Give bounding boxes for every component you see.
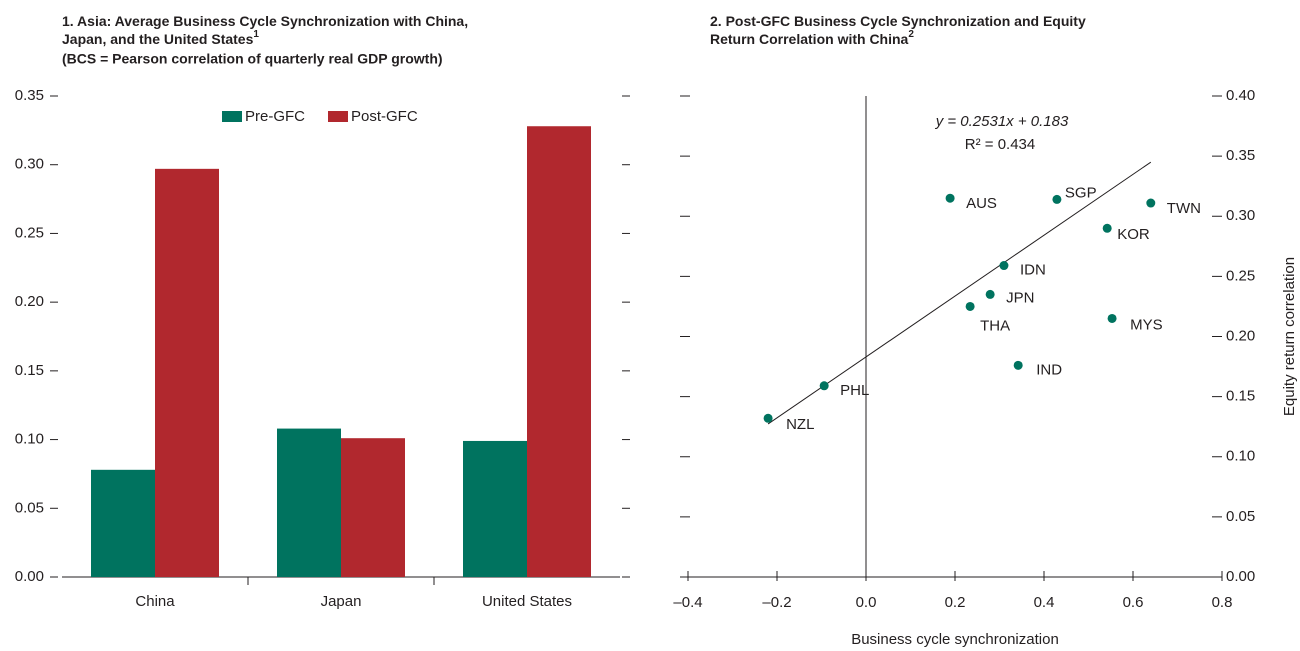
chart-title-line: 2. Post-GFC Business Cycle Synchronizati… [710,13,1086,29]
point [945,193,955,203]
bar [277,428,341,577]
bar [341,438,405,577]
point-label: NZL [786,416,814,433]
x-tick-label: 0.2 [945,594,966,611]
point [763,413,773,423]
y-tick-label: 0.00 [15,568,44,585]
point-label: AUS [966,195,997,212]
y-tick-label: 0.35 [1226,147,1255,164]
x-tick-label: 0.4 [1034,594,1055,611]
y-tick-label: 0.20 [15,293,44,310]
point-label: THA [980,317,1010,334]
point-label: IND [1036,361,1062,378]
fit-line [767,161,1152,425]
bar [463,440,527,577]
chart-title-line: Return Correlation with China [710,31,909,47]
y-tick-label: 0.35 [15,87,44,104]
x-tick-label: United States [482,593,572,610]
chart-title: 2. Post-GFC Business Cycle Synchronizati… [710,13,1086,29]
point [1146,198,1156,208]
legend-swatch [328,111,348,122]
y-tick-label: 0.30 [15,156,44,173]
chart-title: 1. Asia: Average Business Cycle Synchron… [62,13,468,29]
y-tick-label: 0.00 [1226,568,1255,585]
point-label: PHL [840,382,869,399]
y-tick-label: 0.05 [15,499,44,516]
point [985,289,995,299]
point-label: MYS [1130,316,1163,333]
y-tick-label: 0.05 [1226,508,1255,525]
y-tick-label: 0.40 [1226,87,1255,104]
chart-title: Japan, and the United States1 [62,29,259,47]
y-tick-label: 0.30 [1226,207,1255,224]
chart-title-line: Japan, and the United States [62,31,254,47]
x-tick-label: –0.2 [762,594,791,611]
x-tick-label: 0.8 [1212,594,1233,611]
x-tick-label: 0.6 [1123,594,1144,611]
point [999,261,1009,271]
x-tick-label: Japan [321,593,362,610]
point [1013,360,1023,370]
x-tick-label: –0.4 [673,594,702,611]
x-axis-label: Business cycle synchronization [851,631,1059,648]
point [965,301,975,311]
y-tick-label: 0.15 [15,362,44,379]
point [819,381,829,391]
chart-title-line: 1. Asia: Average Business Cycle Synchron… [62,13,468,29]
y-tick-label: 0.20 [1226,327,1255,344]
x-tick-label: 0.0 [856,594,877,611]
y-tick-label: 0.25 [15,224,44,241]
point-label: KOR [1117,226,1150,243]
chart-title: Return Correlation with China2 [710,29,914,47]
x-tick-label: China [135,593,175,610]
legend-label: Pre-GFC [245,108,305,125]
chart-subtitle: (BCS = Pearson correlation of quarterly … [62,51,443,67]
bar [527,126,591,577]
y-tick-label: 0.10 [1226,448,1255,465]
y-axis-label: Equity return correlation [1281,257,1298,416]
bar [155,168,219,577]
point [1052,194,1062,204]
fit-r2: R² = 0.434 [965,136,1035,153]
y-tick-label: 0.25 [1226,267,1255,284]
legend-swatch [222,111,242,122]
point-label: IDN [1020,262,1046,279]
point [1102,223,1112,233]
title-note: 2 [908,29,914,40]
title-note: 1 [253,29,259,40]
bar [91,469,155,577]
y-tick-label: 0.15 [1226,388,1255,405]
point-label: TWN [1167,200,1201,217]
fit-equation: y = 0.2531x + 0.183 [935,113,1069,130]
point-label: SGP [1065,184,1097,201]
legend-label: Post-GFC [351,108,418,125]
point [1107,313,1117,323]
point-label: JPN [1006,289,1034,306]
y-tick-label: 0.10 [15,431,44,448]
